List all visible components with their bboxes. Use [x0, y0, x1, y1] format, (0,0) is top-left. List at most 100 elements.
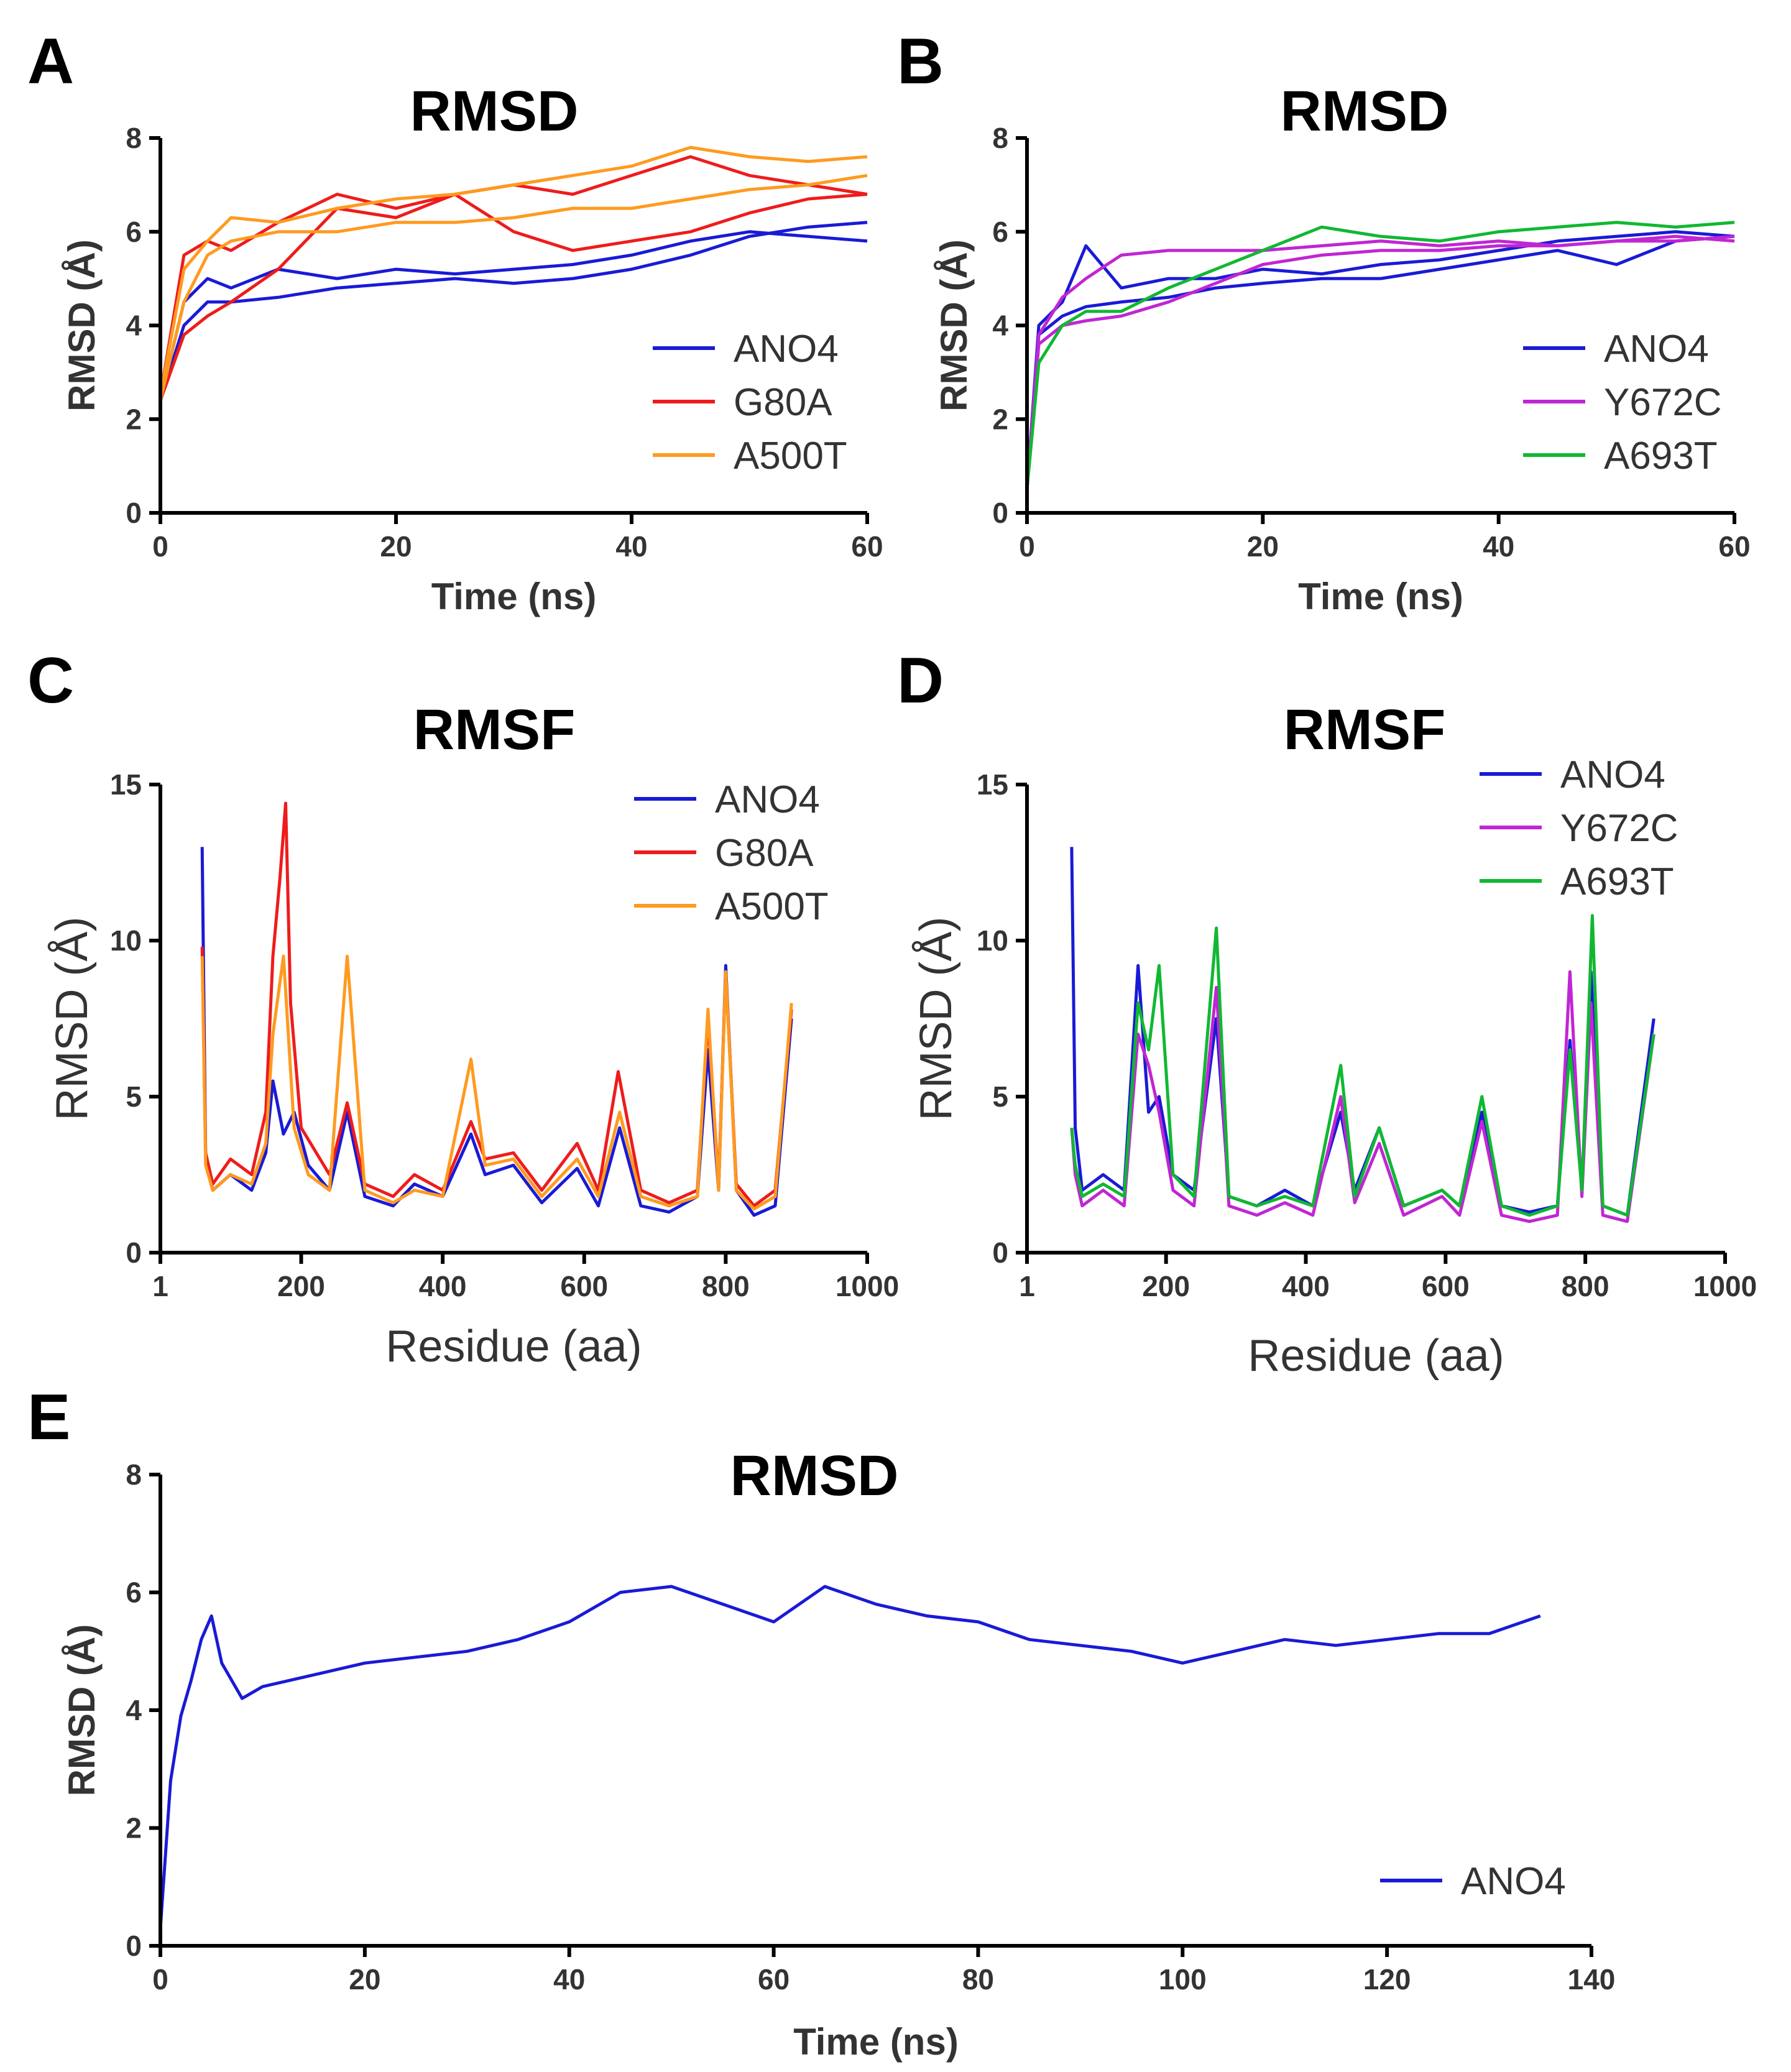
chart-a-legend-label-ano4: ANO4 — [734, 328, 839, 371]
chart-c-y-tick-label: 15 — [110, 768, 142, 801]
chart-a-legend-label-g80a: G80A — [734, 381, 832, 424]
chart-a-x-label: Time (ns) — [431, 576, 597, 617]
chart-e-series — [159, 1585, 1541, 1928]
chart-d-x-tick-label: 200 — [1142, 1270, 1190, 1302]
chart-a-line-a500t-rep1 — [159, 145, 868, 397]
panel-letter-b: B — [897, 25, 944, 98]
chart-a-line-a500t-rep2 — [159, 173, 868, 401]
chart-a-title: RMSD — [410, 80, 579, 143]
chart-b-y-tick-label: 8 — [992, 122, 1008, 154]
panel-letter-c: C — [27, 645, 74, 717]
chart-c-line-a500t — [200, 954, 793, 1211]
chart-e-x-tick-label: 100 — [1159, 1963, 1207, 1996]
chart-c-y-tick-label: 5 — [126, 1080, 142, 1113]
chart-d-line-y672c — [1070, 970, 1655, 1223]
chart-c-title: RMSF — [413, 698, 576, 762]
chart-c-x-label: Residue (aa) — [385, 1322, 642, 1371]
panel-letter-a: A — [27, 25, 74, 98]
chart-e-x-tick-label: 20 — [349, 1963, 380, 1996]
chart-e-x-tick-label: 80 — [962, 1963, 994, 1996]
chart-b-x-tick-label: 60 — [1718, 530, 1750, 563]
panel-letter-d: D — [897, 645, 944, 717]
chart-d-legend-label-ano4: ANO4 — [1560, 753, 1665, 796]
chart-e-y-tick-label: 8 — [126, 1458, 142, 1491]
chart-d-legend: ANO4 Y672C A693T — [1480, 753, 1678, 903]
chart-b-x-label: Time (ns) — [1298, 576, 1463, 617]
chart-b-line-y672c-rep2 — [1025, 234, 1735, 490]
chart-e-line-ano4 — [159, 1585, 1541, 1928]
chart-d-x-tick-label: 1 — [1019, 1270, 1035, 1302]
chart-c-x-tick-label: 800 — [702, 1270, 750, 1302]
chart-e-y-tick-label: 2 — [126, 1812, 142, 1844]
chart-d-legend-label-y672c: Y672C — [1560, 807, 1678, 850]
chart-c-legend-label-a500t: A500T — [715, 885, 829, 928]
chart-a-x-tick-label: 20 — [380, 530, 412, 563]
chart-a-x-tick-label: 60 — [851, 530, 883, 563]
chart-b-line-ano4-rep2 — [1025, 234, 1735, 490]
chart-a-line-ano4-rep2 — [159, 221, 868, 401]
panel-letter-e: E — [27, 1381, 70, 1453]
chart-d-y-tick-label: 10 — [977, 924, 1008, 957]
chart-d-y-label: RMSD (Å) — [911, 917, 961, 1121]
chart-e-y-tick-label: 4 — [126, 1694, 142, 1726]
chart-e-x-tick-label: 40 — [553, 1963, 585, 1996]
chart-b-y-tick-label: 2 — [992, 403, 1008, 435]
chart-b-legend-label-ano4: ANO4 — [1604, 328, 1709, 371]
chart-b-legend: ANO4 Y672C A693T — [1523, 328, 1722, 477]
chart-a-y-tick-label: 6 — [126, 216, 142, 248]
chart-a-line-ano4-rep1 — [159, 230, 868, 401]
chart-b-line-a693t — [1025, 221, 1735, 490]
chart-c-legend: ANO4 G80A A500T — [634, 778, 829, 928]
chart-a-y-tick-label: 8 — [126, 122, 142, 154]
chart-a-y-tick-label: 4 — [126, 310, 142, 342]
chart-d-line-ano4 — [1070, 847, 1655, 1217]
chart-d-x-label: Residue (aa) — [1248, 1331, 1504, 1381]
chart-b-y-label: RMSD (Å) — [933, 239, 975, 412]
chart-b-legend-label-a693t: A693T — [1604, 435, 1718, 477]
chart-a-legend: ANO4 G80A A500T — [653, 328, 847, 477]
chart-a-series — [159, 145, 868, 401]
chart-c-line-g80a — [200, 801, 793, 1208]
chart-b-y-tick-label: 0 — [992, 497, 1008, 529]
chart-c-x-tick-label: 200 — [277, 1270, 325, 1302]
chart-e-title: RMSD — [730, 1444, 899, 1508]
chart-d-title: RMSF — [1284, 698, 1446, 762]
chart-e-y-tick-label: 0 — [126, 1930, 142, 1962]
chart-e-x-tick-label: 140 — [1568, 1963, 1616, 1996]
chart-e-y-tick-label: 6 — [126, 1577, 142, 1609]
chart-b-series — [1025, 221, 1735, 490]
chart-e-legend: ANO4 — [1380, 1860, 1566, 1903]
chart-e-legend-label-ano4: ANO4 — [1461, 1860, 1566, 1903]
chart-b-title: RMSD — [1281, 80, 1449, 143]
chart-d-rmsf: RMSF 1 200 400 600 800 1000 0 5 10 15 Residue (aa) R… — [911, 698, 1757, 1381]
chart-c-x-tick-label: 1000 — [836, 1270, 899, 1302]
chart-d-x-tick-label: 800 — [1562, 1270, 1609, 1302]
chart-e-x-tick-label: 60 — [758, 1963, 790, 1996]
chart-b-x-tick-label: 20 — [1247, 530, 1279, 563]
chart-a-rmsd: RMSD 0 20 40 60 0 2 4 6 8 Time (ns) RMSD (Å) ANO4 G80… — [61, 80, 883, 617]
chart-b-y-tick-label: 6 — [992, 216, 1008, 248]
chart-a-x-tick-label: 40 — [615, 530, 647, 563]
chart-b-line-ano4-rep1 — [1025, 230, 1735, 490]
chart-b-y-tick-label: 4 — [992, 310, 1008, 342]
chart-b-x-tick-label: 40 — [1483, 530, 1514, 563]
chart-d-x-tick-label: 400 — [1282, 1270, 1330, 1302]
chart-e-x-tick-label: 0 — [152, 1963, 168, 1996]
chart-c-y-tick-label: 0 — [126, 1236, 142, 1269]
chart-d-y-tick-label: 0 — [992, 1236, 1008, 1269]
chart-a-legend-label-a500t: A500T — [734, 435, 847, 477]
chart-c-rmsf: RMSF 1 200 400 600 800 1000 0 5 10 15 Residue (aa) R… — [47, 698, 899, 1371]
chart-b-legend-label-y672c: Y672C — [1604, 381, 1722, 424]
chart-c-y-label: RMSD (Å) — [47, 917, 97, 1121]
chart-e-rmsd: RMSD 0 20 40 60 80 100 120 140 0 2 4 6 8 Time (ns) RMSD… — [61, 1444, 1615, 2063]
chart-c-legend-label-g80a: G80A — [715, 832, 814, 875]
chart-c-x-tick-label: 400 — [419, 1270, 467, 1302]
chart-d-y-tick-label: 5 — [992, 1080, 1008, 1113]
chart-a-y-label: RMSD (Å) — [61, 239, 103, 412]
chart-b-rmsd: RMSD 0 20 40 60 0 2 4 6 8 Time (ns) RMSD (Å) ANO4 Y67… — [933, 80, 1751, 617]
chart-e-x-tick-label: 120 — [1363, 1963, 1411, 1996]
chart-c-y-tick-label: 10 — [110, 924, 142, 957]
chart-d-x-tick-label: 600 — [1422, 1270, 1470, 1302]
chart-d-x-tick-label: 1000 — [1693, 1270, 1757, 1302]
